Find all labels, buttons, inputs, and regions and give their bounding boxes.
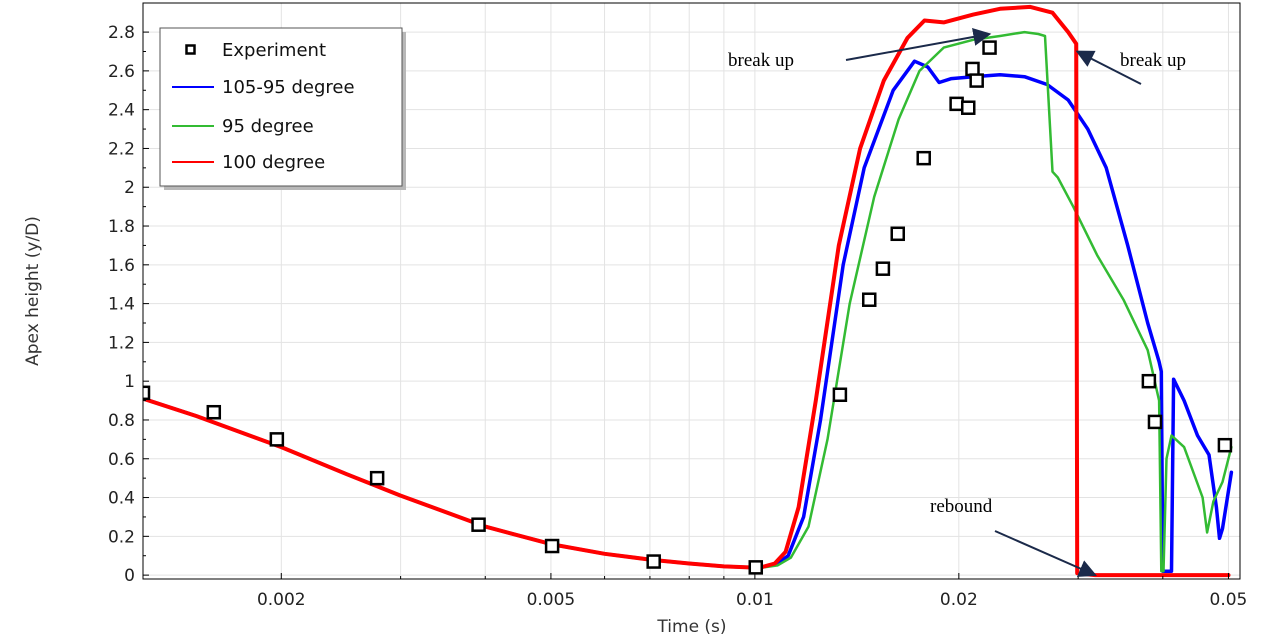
- x-axis-label: Time (s): [656, 617, 726, 637]
- y-tick-label: 0.6: [108, 450, 135, 470]
- experiment-marker: [471, 517, 486, 532]
- experiment-marker: [206, 404, 222, 420]
- annotation-arrow: [845, 28, 992, 61]
- experiment-marker: [832, 387, 848, 403]
- legend-label-95: 95 degree: [222, 116, 314, 137]
- legend-label-experiment: Experiment: [222, 40, 326, 61]
- y-tick-label: 2.6: [108, 62, 135, 82]
- experiment-marker: [861, 292, 877, 307]
- annotation-label: rebound: [930, 496, 993, 517]
- plot-frame: [142, 2, 1241, 580]
- y-tick-label: 0.2: [108, 527, 135, 547]
- x-tick-label: 0.01: [736, 590, 774, 610]
- y-tick-label: 0.4: [108, 489, 135, 509]
- y-tick-label: 0.8: [108, 411, 135, 431]
- experiment-marker: [269, 432, 285, 447]
- experiment-marker: [1141, 373, 1157, 389]
- experiment-marker: [949, 96, 964, 112]
- x-tick-label: 0.005: [527, 590, 576, 610]
- experiment-marker: [875, 261, 891, 276]
- annotation-arrow: [1075, 50, 1142, 85]
- legend: Experiment 105-95 degree 95 degree 100 d…: [159, 27, 406, 190]
- experiment-marker: [916, 150, 931, 166]
- y-tick-label: 1.4: [108, 295, 135, 315]
- series-line-3: [143, 4, 1231, 578]
- experiment-marker: [646, 554, 661, 569]
- x-tick-label: 0.002: [257, 590, 306, 610]
- legend-box: [159, 27, 403, 187]
- y-tick-label: 2.2: [108, 139, 135, 159]
- axis-ticks: 0.002 0.005 0.01 0.02 0.05 0 0.2 0.4 0.6 0.8 1 1.2 1…: [108, 23, 1247, 610]
- annotations: break up break up rebound: [728, 28, 1186, 577]
- annotation-arrow: [994, 530, 1097, 577]
- annotation-label: break up: [1120, 50, 1186, 71]
- experiment-marker: [143, 385, 151, 401]
- y-tick-label: 1.8: [108, 217, 135, 237]
- y-tick-label: 0: [124, 566, 135, 586]
- experiment-marker: [1147, 414, 1163, 430]
- experiment-marker: [965, 61, 980, 77]
- experiment-marker: [369, 470, 385, 486]
- y-tick-label: 1.6: [108, 256, 135, 276]
- y-tick-label: 1.2: [108, 333, 135, 353]
- y-tick-label: 2: [124, 178, 135, 198]
- x-tick-label: 0.05: [1210, 590, 1248, 610]
- y-tick-label: 1: [124, 372, 135, 392]
- experiment-marker: [969, 73, 984, 88]
- experiment-marker: [982, 40, 997, 55]
- experiment-marker: [748, 560, 764, 575]
- experiment-marker: [890, 226, 905, 242]
- y-tick-label: 2.4: [108, 101, 135, 121]
- series-layer: [143, 4, 1234, 578]
- y-axis-label: Apex height (y/D): [23, 216, 43, 366]
- legend-label-100: 100 degree: [222, 152, 325, 173]
- experiment-marker: [1217, 437, 1233, 453]
- annotation-label: break up: [728, 50, 794, 71]
- x-tick-label: 0.02: [940, 590, 978, 610]
- y-tick-label: 2.8: [108, 23, 135, 43]
- experiment-marker: [544, 538, 560, 554]
- legend-marker-experiment: [185, 44, 196, 55]
- experiment-marker: [961, 100, 976, 115]
- legend-label-105-95: 105-95 degree: [222, 77, 355, 98]
